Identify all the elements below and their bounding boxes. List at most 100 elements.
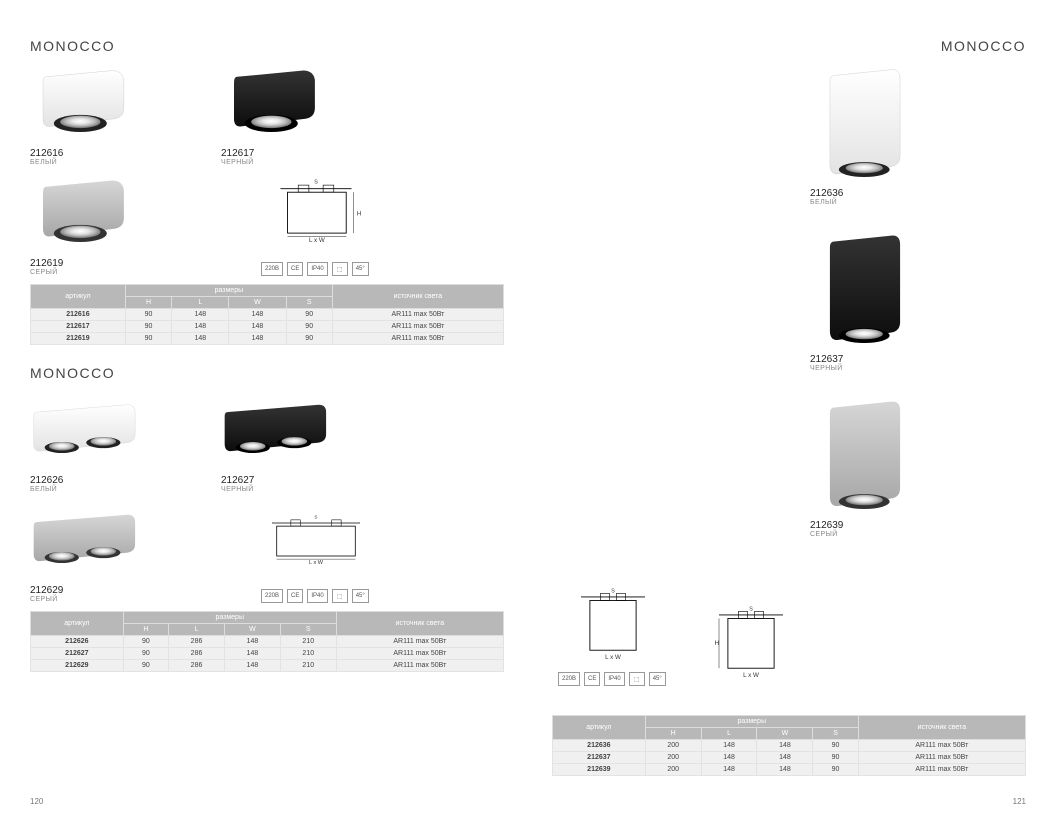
page-number: 121 <box>1013 797 1026 806</box>
cell: 212616 <box>31 309 126 321</box>
badge: 45° <box>649 672 666 686</box>
table-row: 212616 90 148 148 90 AR111 max 50Вт <box>31 309 504 321</box>
table-row: 212619 90 148 148 90 AR111 max 50Вт <box>31 333 504 345</box>
cell: 148 <box>224 660 280 672</box>
cell: 286 <box>169 636 225 648</box>
product-212639: 212639 СЕРЫЙ <box>810 396 980 538</box>
cell: 200 <box>645 752 701 764</box>
lamp-icon <box>820 68 910 180</box>
cell: AR111 max 50Вт <box>858 740 1025 752</box>
sku-label: 212627 <box>221 475 376 486</box>
cell: 148 <box>172 321 229 333</box>
cell: 90 <box>123 660 168 672</box>
cell: AR111 max 50Вт <box>332 309 503 321</box>
th-sizes: размеры <box>645 716 858 728</box>
table-row: 212637 200 148 148 90 AR111 max 50Вт <box>553 752 1026 764</box>
cell: 210 <box>280 660 336 672</box>
cell: 200 <box>645 740 701 752</box>
lamp-icon <box>820 400 910 512</box>
cell: AR111 max 50Вт <box>858 752 1025 764</box>
cell: 90 <box>125 333 171 345</box>
color-label: БЕЛЫЙ <box>30 486 185 493</box>
cell: 90 <box>286 321 332 333</box>
cell: 90 <box>123 648 168 660</box>
sku-label: 212626 <box>30 475 185 486</box>
color-label: БЕЛЫЙ <box>810 199 837 206</box>
th-source: источник света <box>858 716 1025 740</box>
cell: 90 <box>286 309 332 321</box>
cell: 90 <box>813 764 858 776</box>
page-right: MONOCCO 212636 БЕЛЫЙ <box>528 0 1056 816</box>
sku-label: 212616 <box>30 148 185 159</box>
th-col: L <box>172 297 229 309</box>
badges-row: 220В CE IP40 ⬚ 45° <box>261 262 369 276</box>
cell: 212626 <box>31 636 124 648</box>
product-212617: 212617 ЧЕРНЫЙ <box>221 64 376 166</box>
th-col: S <box>813 728 858 740</box>
spec-table-1: артикул размеры источник света H L W S 2… <box>30 284 504 345</box>
th-article: артикул <box>31 612 124 636</box>
cell: 212639 <box>553 764 646 776</box>
sku-label: 212629 <box>30 585 185 596</box>
svg-text:L x W: L x W <box>309 237 325 244</box>
sku-label: 212639 <box>810 520 843 531</box>
cell: 148 <box>172 333 229 345</box>
th-col: W <box>224 624 280 636</box>
color-label: СЕРЫЙ <box>30 596 185 603</box>
color-label: СЕРЫЙ <box>810 531 838 538</box>
cell: 148 <box>229 333 286 345</box>
table-row: 212626 90 286 148 210 AR111 max 50Вт <box>31 636 504 648</box>
cell: AR111 max 50Вт <box>336 660 503 672</box>
th-source: источник света <box>336 612 503 636</box>
diagram-icon: L x W S <box>261 505 371 585</box>
table-row: 212617 90 148 148 90 AR111 max 50Вт <box>31 321 504 333</box>
cell: AR111 max 50Вт <box>336 636 503 648</box>
th-col: H <box>645 728 701 740</box>
color-label: ЧЕРНЫЙ <box>810 365 843 372</box>
svg-text:L x W: L x W <box>309 560 324 566</box>
svg-text:S: S <box>314 179 318 185</box>
th-article: артикул <box>31 285 126 309</box>
th-article: артикул <box>553 716 646 740</box>
cell: 212617 <box>31 321 126 333</box>
svg-text:S: S <box>314 514 317 519</box>
badges-row: 220В CE IP40 ⬚ 45° <box>558 672 666 686</box>
spec-table-right: артикул размеры источник света H L W S 2… <box>552 715 1026 776</box>
spec-table-2: артикул размеры источник света H L W S 2… <box>30 611 504 672</box>
cell: 212636 <box>553 740 646 752</box>
cell: 90 <box>125 321 171 333</box>
badge: 220В <box>261 589 283 603</box>
lamp-icon <box>221 396 331 466</box>
sku-label: 212636 <box>810 188 843 199</box>
product-212627: 212627 ЧЕРНЫЙ <box>221 391 376 493</box>
cell: 148 <box>701 764 757 776</box>
cell: 148 <box>757 752 813 764</box>
section-title: MONOCCO <box>30 365 504 381</box>
badge: 45° <box>352 589 369 603</box>
color-label: ЧЕРНЫЙ <box>221 159 376 166</box>
th-source: источник света <box>332 285 503 309</box>
th-col: S <box>286 297 332 309</box>
section-1: 212616 БЕЛЫЙ 212617 ЧЕРНЫЙ <box>30 64 504 345</box>
lamp-icon <box>30 506 140 576</box>
th-col: L <box>701 728 757 740</box>
table-row: 212627 90 286 148 210 AR111 max 50Вт <box>31 648 504 660</box>
page-title: MONOCCO <box>30 38 504 54</box>
th-col: W <box>757 728 813 740</box>
cell: 148 <box>757 764 813 776</box>
dimension-diagram: L x W H S 220В CE IP40 ⬚ 45° <box>261 178 416 276</box>
cell: 90 <box>813 740 858 752</box>
table-row: 212639 200 148 148 90 AR111 max 50Вт <box>553 764 1026 776</box>
cell: AR111 max 50Вт <box>332 321 503 333</box>
th-col: S <box>280 624 336 636</box>
product-212629: 212629 СЕРЫЙ <box>30 501 185 603</box>
lamp-icon <box>37 69 133 139</box>
svg-text:L x W: L x W <box>743 672 759 679</box>
svg-text:S: S <box>611 588 615 594</box>
cell: 212619 <box>31 333 126 345</box>
badge: IP40 <box>307 589 327 603</box>
badge: ⬚ <box>332 589 348 603</box>
cell: 90 <box>813 752 858 764</box>
table-row: 212636 200 148 148 90 AR111 max 50Вт <box>553 740 1026 752</box>
sku-label: 212617 <box>221 148 376 159</box>
